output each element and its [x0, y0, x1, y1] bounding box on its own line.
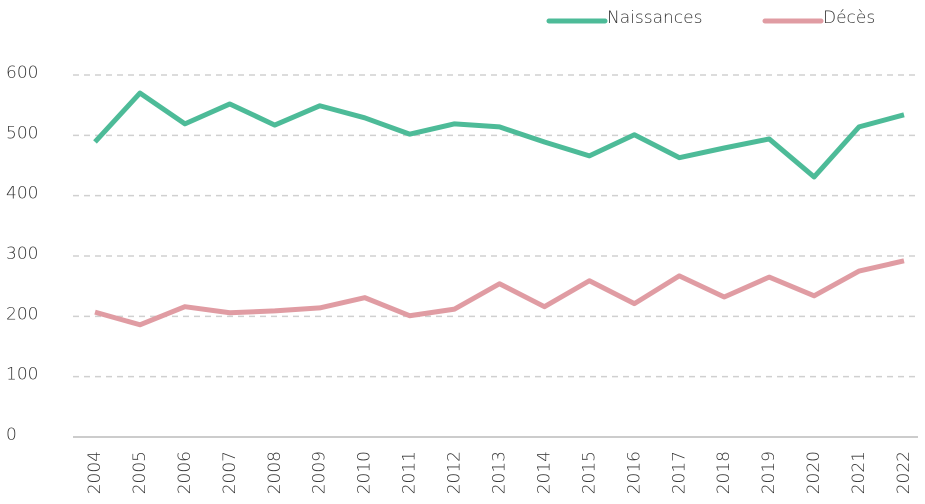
y-tick-label: 600 — [6, 63, 38, 83]
x-tick-label: 2004 — [85, 451, 105, 494]
x-tick-label: 2013 — [490, 451, 510, 494]
y-tick-label: 300 — [6, 244, 38, 264]
x-tick-label: 2009 — [310, 451, 330, 494]
x-tick-label: 2010 — [355, 451, 375, 494]
x-tick-label: 2022 — [894, 451, 914, 494]
y-tick-label: 100 — [6, 365, 38, 385]
x-tick-label: 2012 — [445, 451, 465, 494]
y-tick-label: 200 — [6, 304, 38, 324]
x-tick-label: 2015 — [579, 451, 599, 494]
x-tick-label: 2021 — [849, 451, 869, 494]
y-tick-label: 400 — [6, 184, 38, 204]
x-tick-label: 2018 — [714, 451, 734, 494]
x-tick-label: 2011 — [400, 451, 420, 494]
y-tick-label: 0 — [6, 425, 17, 445]
x-tick-label: 2014 — [534, 451, 554, 494]
x-tick-label: 2016 — [624, 451, 644, 494]
legend-label: Décès — [823, 8, 875, 28]
legend-label: Naissances — [607, 8, 702, 28]
y-tick-label: 500 — [6, 123, 38, 143]
x-tick-label: 2017 — [669, 451, 689, 494]
x-tick-label: 2019 — [759, 451, 779, 494]
x-tick-label: 2008 — [265, 451, 285, 494]
line-series — [93, 90, 905, 180]
line-series — [94, 258, 905, 328]
x-tick-label: 2020 — [804, 451, 824, 494]
x-tick-label: 2007 — [220, 451, 240, 494]
x-tick-label: 2006 — [175, 451, 195, 494]
x-tick-label: 2005 — [130, 451, 150, 494]
